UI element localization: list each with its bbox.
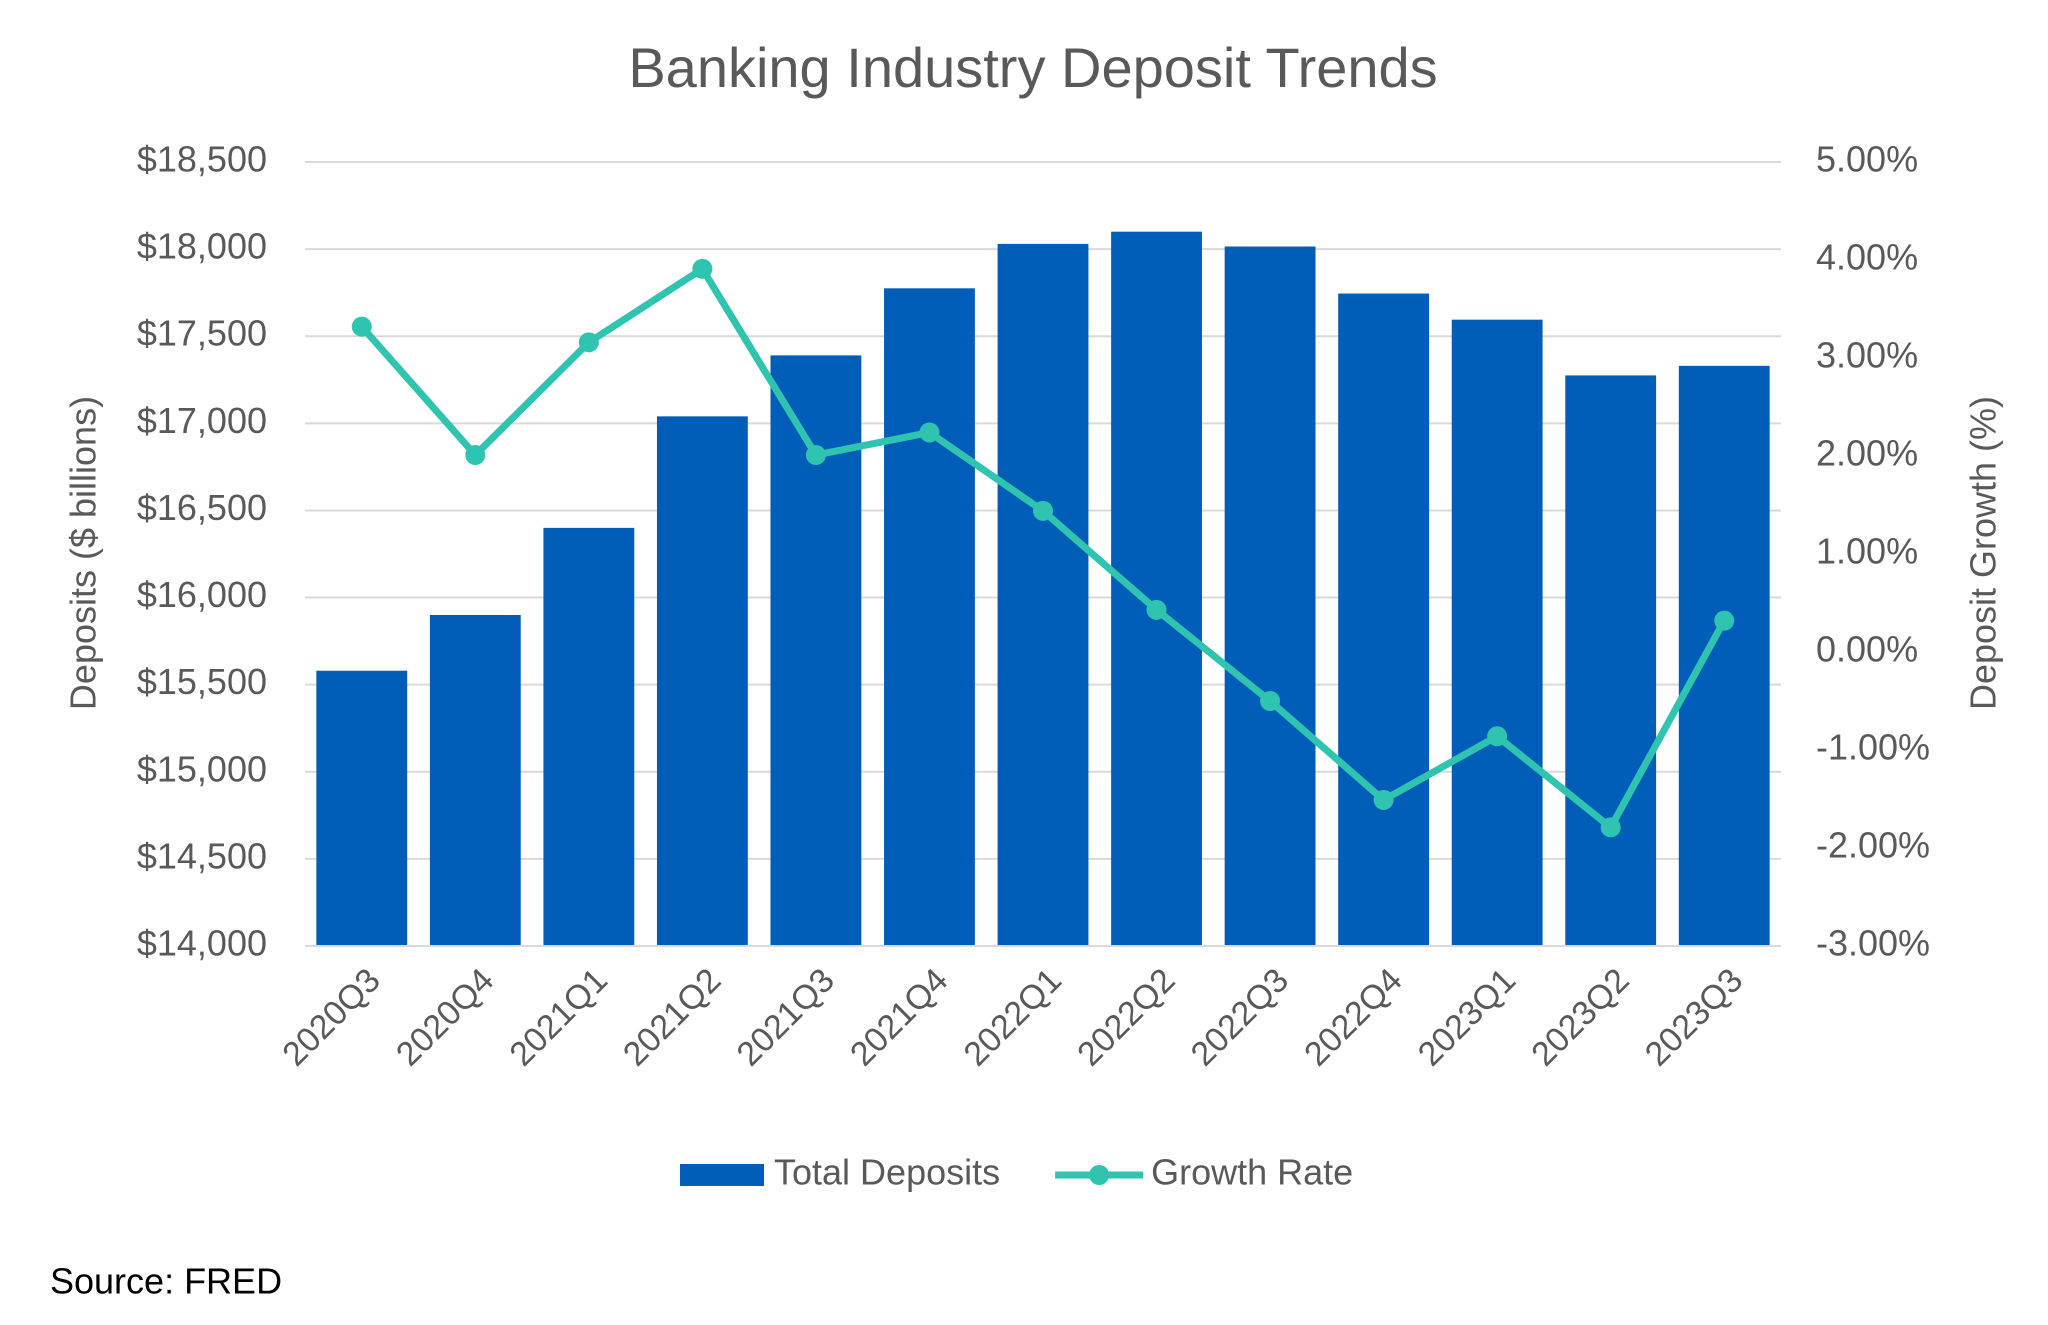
x-tick-label: 2021Q4 (843, 961, 955, 1073)
x-tick-label: 2022Q2 (1070, 961, 1182, 1073)
y-tick-label: $15,000 (137, 748, 267, 789)
marker (805, 445, 826, 466)
x-tick-label: 2020Q3 (275, 961, 387, 1073)
y2-tick-label: 4.00% (1816, 237, 1918, 278)
x-tick-label: 2021Q1 (502, 961, 614, 1073)
bar (1111, 231, 1202, 946)
bar (429, 614, 521, 946)
marker (1487, 726, 1508, 747)
bar (543, 527, 635, 946)
y2-axis-title: Deposit Growth (%) (1963, 396, 2004, 710)
y2-tick-label: 0.00% (1816, 629, 1918, 670)
y-tick-label: $18,000 (137, 226, 267, 267)
x-tick-label: 2022Q4 (1297, 961, 1409, 1073)
chart-title: Banking Industry Deposit Trends (628, 36, 1437, 99)
y2-tick-label: 3.00% (1816, 335, 1918, 376)
legend-label: Growth Rate (1151, 1152, 1353, 1193)
marker (465, 445, 486, 466)
x-tick-label: 2022Q1 (957, 961, 1069, 1073)
bar (1224, 246, 1316, 946)
marker (692, 258, 713, 279)
y-tick-label: $16,000 (137, 574, 267, 615)
bar (656, 416, 748, 946)
y-tick-label: $14,000 (137, 923, 267, 964)
bar (1338, 293, 1430, 946)
bar (884, 288, 975, 946)
y-tick-label: $18,500 (137, 139, 267, 180)
marker (578, 332, 599, 353)
y2-tick-label: -3.00% (1816, 923, 1930, 964)
y-tick-label: $15,500 (137, 661, 267, 702)
x-tick-label: 2023Q3 (1638, 961, 1750, 1073)
x-tick-label: 2021Q3 (730, 961, 842, 1073)
y-tick-label: $14,500 (137, 835, 267, 876)
marker (1600, 817, 1621, 838)
legend-swatch (1089, 1165, 1110, 1185)
marker (1146, 599, 1167, 620)
x-tick-label: 2023Q2 (1524, 961, 1636, 1073)
marker (351, 316, 372, 337)
x-tick-label: 2022Q3 (1184, 961, 1296, 1073)
legend-label: Total Deposits (774, 1152, 1000, 1193)
y2-tick-label: -2.00% (1816, 825, 1930, 866)
legend-swatch (680, 1164, 764, 1186)
marker (1373, 789, 1394, 810)
y2-tick-label: -1.00% (1816, 727, 1930, 768)
y2-tick-label: 1.00% (1816, 531, 1918, 572)
y-tick-label: $16,500 (137, 487, 267, 528)
y-tick-label: $17,000 (137, 400, 267, 441)
bar (997, 243, 1089, 946)
marker (919, 422, 940, 443)
marker (1714, 610, 1735, 631)
y2-tick-label: 5.00% (1816, 139, 1918, 180)
bar (1565, 375, 1657, 946)
marker (1033, 500, 1053, 521)
bar (316, 670, 408, 946)
source-note: Source: FRED (50, 1261, 282, 1302)
bar (1678, 365, 1770, 947)
bar (770, 355, 862, 946)
y2-tick-label: 2.00% (1816, 433, 1918, 474)
x-tick-label: 2023Q1 (1411, 961, 1523, 1073)
x-tick-label: 2021Q2 (616, 961, 728, 1073)
x-tick-label: 2020Q4 (389, 961, 501, 1073)
y-axis-title: Deposits ($ billions) (63, 396, 104, 710)
y-tick-label: $17,500 (137, 313, 267, 354)
marker (1260, 691, 1281, 711)
bar (1451, 319, 1543, 946)
